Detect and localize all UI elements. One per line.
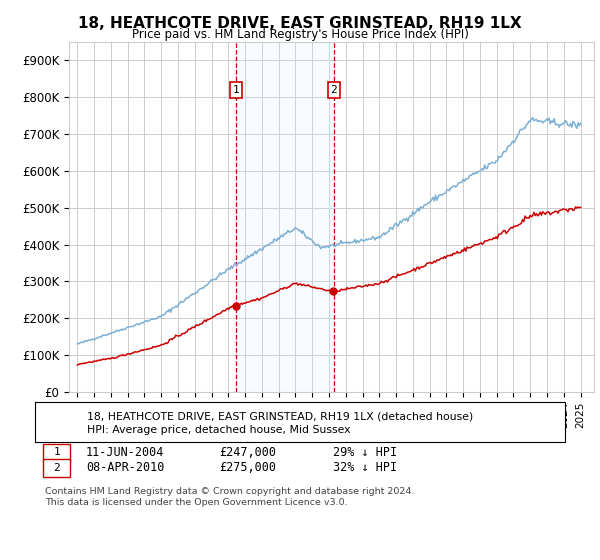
Text: Price paid vs. HM Land Registry's House Price Index (HPI): Price paid vs. HM Land Registry's House … <box>131 28 469 41</box>
Text: 2: 2 <box>331 85 337 95</box>
Text: 2: 2 <box>53 463 61 473</box>
Text: 11-JUN-2004: 11-JUN-2004 <box>86 446 164 459</box>
Bar <box>236 42 334 392</box>
Text: 1: 1 <box>53 447 61 458</box>
Text: 18, HEATHCOTE DRIVE, EAST GRINSTEAD, RH19 1LX (detached house): 18, HEATHCOTE DRIVE, EAST GRINSTEAD, RH1… <box>87 412 473 422</box>
Text: £247,000: £247,000 <box>219 446 276 459</box>
Text: Contains HM Land Registry data © Crown copyright and database right 2024.
This d: Contains HM Land Registry data © Crown c… <box>45 487 415 507</box>
Text: £275,000: £275,000 <box>219 461 276 474</box>
Text: 32% ↓ HPI: 32% ↓ HPI <box>333 461 397 474</box>
Text: 18, HEATHCOTE DRIVE, EAST GRINSTEAD, RH19 1LX: 18, HEATHCOTE DRIVE, EAST GRINSTEAD, RH1… <box>78 16 522 31</box>
Text: 1: 1 <box>233 85 239 95</box>
Text: HPI: Average price, detached house, Mid Sussex: HPI: Average price, detached house, Mid … <box>87 425 350 435</box>
Text: 29% ↓ HPI: 29% ↓ HPI <box>333 446 397 459</box>
Text: 08-APR-2010: 08-APR-2010 <box>86 461 164 474</box>
